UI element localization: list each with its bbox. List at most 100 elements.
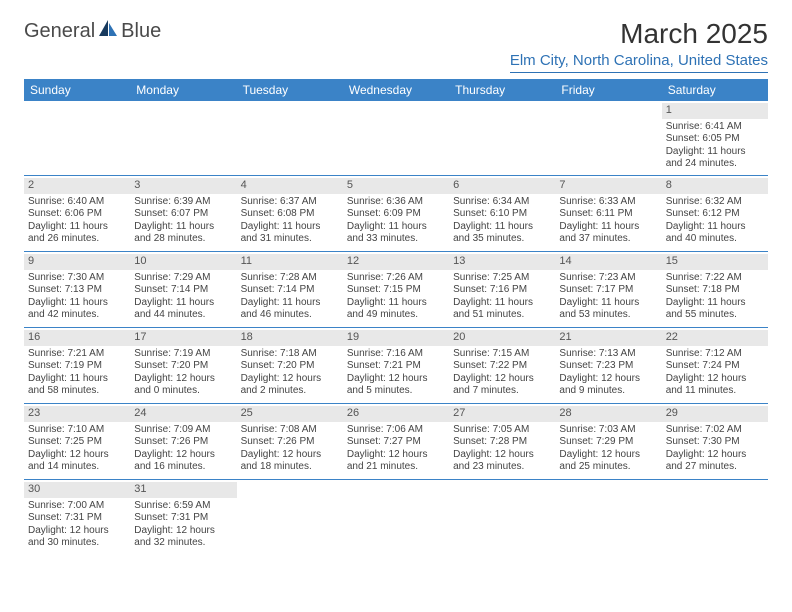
- cell-line: Sunset: 7:26 PM: [241, 436, 339, 449]
- cell-line: Sunset: 7:20 PM: [241, 360, 339, 373]
- cell-line: Sunrise: 6:34 AM: [453, 196, 551, 209]
- cell-line: Sunrise: 7:03 AM: [559, 424, 657, 437]
- cell-line: Sunrise: 7:08 AM: [241, 424, 339, 437]
- cell-line: Sunrise: 7:25 AM: [453, 272, 551, 285]
- calendar-cell: 13Sunrise: 7:25 AMSunset: 7:16 PMDayligh…: [449, 251, 555, 327]
- cell-line: and 23 minutes.: [453, 461, 551, 474]
- location: Elm City, North Carolina, United States: [510, 52, 768, 73]
- calendar-cell: 31Sunrise: 6:59 AMSunset: 7:31 PMDayligh…: [130, 479, 236, 555]
- calendar-cell: 1Sunrise: 6:41 AMSunset: 6:05 PMDaylight…: [662, 101, 768, 175]
- cell-line: Daylight: 12 hours: [559, 449, 657, 462]
- cell-line: Sunset: 7:27 PM: [347, 436, 445, 449]
- cell-line: Sunset: 6:05 PM: [666, 133, 764, 146]
- day-number: 7: [555, 178, 661, 194]
- cell-line: Sunrise: 6:36 AM: [347, 196, 445, 209]
- day-header: Friday: [555, 79, 661, 101]
- day-number: 31: [130, 482, 236, 498]
- calendar: Sunday Monday Tuesday Wednesday Thursday…: [24, 79, 768, 555]
- cell-line: and 28 minutes.: [134, 233, 232, 246]
- cell-line: and 24 minutes.: [666, 158, 764, 171]
- title-block: March 2025 Elm City, North Carolina, Uni…: [510, 18, 768, 73]
- cell-line: and 2 minutes.: [241, 385, 339, 398]
- cell-line: Sunset: 7:14 PM: [134, 284, 232, 297]
- cell-line: and 40 minutes.: [666, 233, 764, 246]
- calendar-cell: [449, 479, 555, 555]
- cell-line: and 46 minutes.: [241, 309, 339, 322]
- calendar-cell: [555, 101, 661, 175]
- cell-line: Sunrise: 7:23 AM: [559, 272, 657, 285]
- cell-line: and 9 minutes.: [559, 385, 657, 398]
- day-number: 17: [130, 330, 236, 346]
- cell-line: Sunrise: 7:18 AM: [241, 348, 339, 361]
- calendar-cell: 6Sunrise: 6:34 AMSunset: 6:10 PMDaylight…: [449, 175, 555, 251]
- calendar-row: 9 Sunrise: 7:30 AMSunset: 7:13 PM Daylight…: [24, 251, 768, 327]
- logo: General Blue: [24, 18, 161, 44]
- cell-line: Sunrise: 7:28 AM: [241, 272, 339, 285]
- cell-line: Sunset: 7:19 PM: [28, 360, 126, 373]
- cell-line: Sunset: 7:18 PM: [666, 284, 764, 297]
- day-number: 5: [343, 178, 449, 194]
- cell-line: and 14 minutes.: [28, 461, 126, 474]
- cell-line: Daylight: 12 hours: [134, 449, 232, 462]
- cell-line: Sunset: 7:29 PM: [559, 436, 657, 449]
- cell-line: Sunrise: 7:09 AM: [134, 424, 232, 437]
- day-number: 9: [24, 254, 130, 270]
- cell-line: Sunset: 6:11 PM: [559, 208, 657, 221]
- calendar-cell: 20Sunrise: 7:15 AMSunset: 7:22 PMDayligh…: [449, 327, 555, 403]
- cell-line: Sunrise: 7:21 AM: [28, 348, 126, 361]
- calendar-cell: 19Sunrise: 7:16 AMSunset: 7:21 PMDayligh…: [343, 327, 449, 403]
- cell-line: Daylight: 11 hours: [241, 297, 339, 310]
- calendar-cell: [343, 101, 449, 175]
- day-number: 28: [555, 406, 661, 422]
- day-number: 6: [449, 178, 555, 194]
- day-header: Monday: [130, 79, 236, 101]
- day-number: 30: [24, 482, 130, 498]
- day-number: 21: [555, 330, 661, 346]
- cell-line: and 42 minutes.: [28, 309, 126, 322]
- cell-line: Sunrise: 7:30 AM: [28, 272, 126, 285]
- cell-line: and 18 minutes.: [241, 461, 339, 474]
- cell-line: Sunset: 6:07 PM: [134, 208, 232, 221]
- day-header: Thursday: [449, 79, 555, 101]
- day-number: 10: [130, 254, 236, 270]
- calendar-cell: 25Sunrise: 7:08 AMSunset: 7:26 PMDayligh…: [237, 403, 343, 479]
- cell-line: Sunrise: 7:13 AM: [559, 348, 657, 361]
- calendar-cell: 9Sunrise: 7:30 AMSunset: 7:13 PMDaylight…: [24, 251, 130, 327]
- cell-line: Daylight: 12 hours: [453, 373, 551, 386]
- cell-line: Sunset: 7:31 PM: [134, 512, 232, 525]
- sail-icon: [97, 18, 119, 44]
- day-number: 15: [662, 254, 768, 270]
- cell-line: Daylight: 12 hours: [241, 373, 339, 386]
- cell-line: Sunrise: 7:00 AM: [28, 500, 126, 513]
- cell-line: Sunset: 7:13 PM: [28, 284, 126, 297]
- day-number: 14: [555, 254, 661, 270]
- calendar-cell: 4Sunrise: 6:37 AMSunset: 6:08 PMDaylight…: [237, 175, 343, 251]
- cell-line: and 0 minutes.: [134, 385, 232, 398]
- cell-line: Sunset: 6:06 PM: [28, 208, 126, 221]
- cell-line: Daylight: 11 hours: [559, 221, 657, 234]
- day-header: Saturday: [662, 79, 768, 101]
- calendar-cell: [237, 101, 343, 175]
- cell-line: Daylight: 12 hours: [28, 449, 126, 462]
- cell-line: Daylight: 11 hours: [241, 221, 339, 234]
- day-number: 16: [24, 330, 130, 346]
- calendar-cell: 15Sunrise: 7:22 AMSunset: 7:18 PMDayligh…: [662, 251, 768, 327]
- calendar-row: 1Sunrise: 6:41 AMSunset: 6:05 PMDaylight…: [24, 101, 768, 175]
- calendar-cell: [343, 479, 449, 555]
- cell-line: Sunrise: 7:05 AM: [453, 424, 551, 437]
- cell-line: Sunrise: 7:02 AM: [666, 424, 764, 437]
- calendar-cell: [555, 479, 661, 555]
- cell-line: Sunrise: 7:15 AM: [453, 348, 551, 361]
- cell-line: and 37 minutes.: [559, 233, 657, 246]
- cell-line: Daylight: 11 hours: [347, 297, 445, 310]
- cell-line: Sunset: 7:21 PM: [347, 360, 445, 373]
- calendar-cell: 10Sunrise: 7:29 AMSunset: 7:14 PMDayligh…: [130, 251, 236, 327]
- cell-line: Sunrise: 6:32 AM: [666, 196, 764, 209]
- cell-line: and 32 minutes.: [134, 537, 232, 550]
- logo-text-general: General: [24, 20, 95, 43]
- calendar-cell: 16Sunrise: 7:21 AMSunset: 7:19 PMDayligh…: [24, 327, 130, 403]
- day-number: 24: [130, 406, 236, 422]
- cell-line: Sunset: 6:08 PM: [241, 208, 339, 221]
- calendar-row: 30Sunrise: 7:00 AMSunset: 7:31 PMDayligh…: [24, 479, 768, 555]
- cell-line: Sunrise: 7:22 AM: [666, 272, 764, 285]
